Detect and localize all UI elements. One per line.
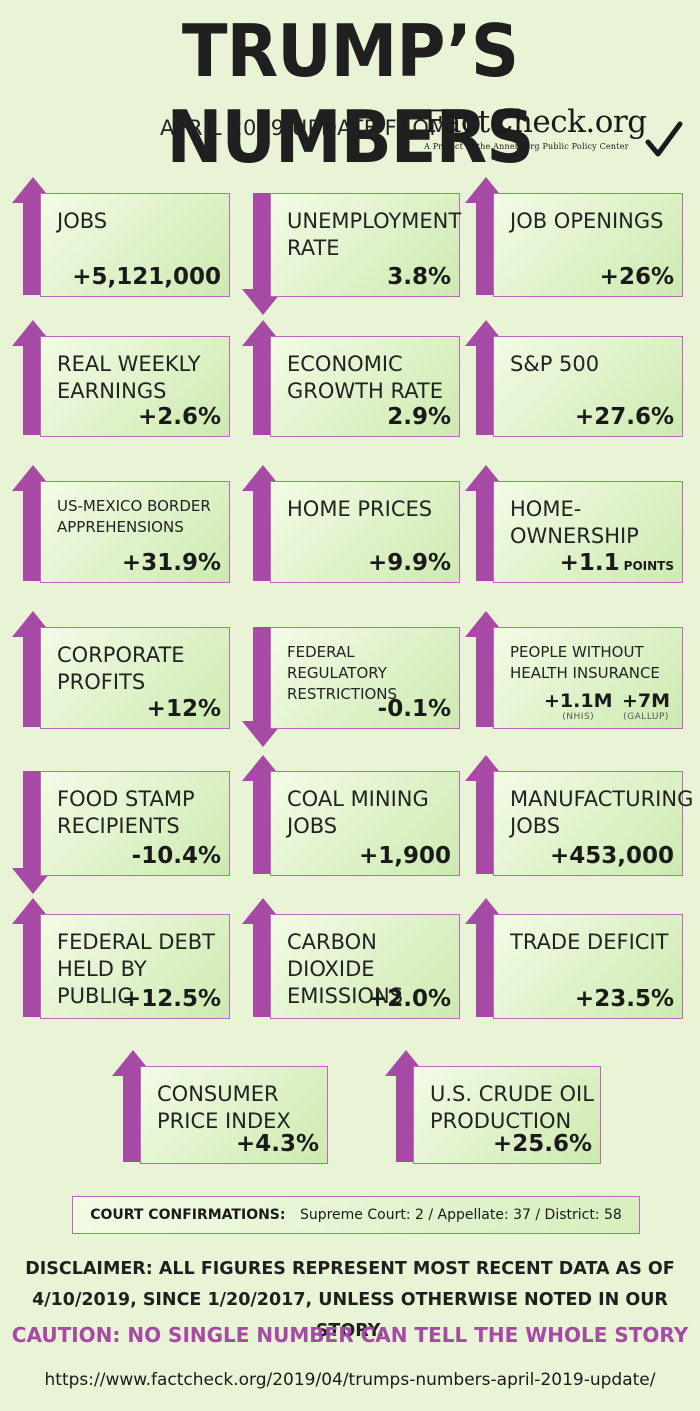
metric-unit: POINTS	[623, 559, 674, 573]
metric-value-item: +1.1M (NHIS)	[544, 690, 613, 722]
metric-card: JOB OPENINGS +26%	[493, 193, 683, 297]
update-subtitle: APRIL 2019 UPDATE FROM	[160, 116, 448, 140]
metric-value: +12.5%	[121, 986, 221, 1012]
arrow-up-icon	[242, 755, 284, 874]
metric-card: S&P 500 +27.6%	[493, 336, 683, 437]
metric-card: CONSUMER PRICE INDEX +4.3%	[140, 1066, 328, 1164]
arrow-up-icon	[465, 755, 507, 874]
metric-value: -10.4%	[131, 843, 221, 869]
metric-label: CONSUMER PRICE INDEX	[157, 1082, 291, 1133]
page-title: TRUMP’S NUMBERS	[166, 9, 534, 179]
metric-value: +1.1M	[544, 690, 613, 712]
metric-source: (GALLUP)	[623, 712, 669, 722]
metric-label: JOBS	[57, 209, 108, 233]
metric-value: +4.3%	[235, 1131, 319, 1157]
metric-value: +26%	[599, 264, 674, 290]
metric-value: +31.9%	[121, 550, 221, 576]
metric-value: 3.8%	[387, 264, 451, 290]
court-confirmations: COURT CONFIRMATIONS: Supreme Court: 2 / …	[72, 1196, 640, 1234]
metric-value: -0.1%	[377, 696, 451, 722]
metric-label: MANUFACTURING JOBS	[510, 787, 694, 838]
metric-label: HOME-OWNERSHIP	[510, 497, 639, 548]
arrow-up-icon	[242, 898, 284, 1017]
metric-label: S&P 500	[510, 352, 600, 376]
metric-card: FEDERAL DEBT HELD BY PUBLIC +12.5%	[40, 914, 230, 1019]
metric-value: +12%	[146, 696, 221, 722]
metric-card: HOME-OWNERSHIP +1.1 POINTS	[493, 481, 683, 583]
metric-label: ECONOMIC GROWTH RATE	[287, 352, 444, 403]
metric-card: COAL MINING JOBS +1,900	[270, 771, 460, 876]
metric-card: CORPORATE PROFITS +12%	[40, 627, 230, 729]
metric-label: U.S. CRUDE OIL PRODUCTION	[430, 1082, 594, 1133]
arrow-up-icon	[12, 611, 54, 727]
metric-value: +1.1 POINTS	[559, 550, 674, 576]
metric-card: PEOPLE WITHOUT HEALTH INSURANCE +1.1M (NHI…	[493, 627, 683, 729]
arrow-up-icon	[465, 611, 507, 727]
arrow-up-icon	[465, 898, 507, 1017]
metric-label: HOME PRICES	[287, 497, 433, 521]
metric-card: U.S. CRUDE OIL PRODUCTION +25.6%	[413, 1066, 601, 1164]
metric-value-item: +7M (GALLUP)	[622, 690, 670, 722]
arrow-up-icon	[12, 465, 54, 581]
arrow-down-icon	[242, 193, 284, 315]
metric-card: ECONOMIC GROWTH RATE 2.9%	[270, 336, 460, 437]
metric-card: REAL WEEKLY EARNINGS +2.6%	[40, 336, 230, 437]
metric-label: CARBON DIOXIDE EMISSIONS	[287, 930, 404, 1008]
metric-label: FOOD STAMP RECIPIENTS	[57, 787, 195, 838]
metric-card: FOOD STAMP RECIPIENTS -10.4%	[40, 771, 230, 876]
metric-label: PEOPLE WITHOUT HEALTH INSURANCE	[510, 643, 660, 682]
metric-value: +9.9%	[367, 550, 451, 576]
arrow-up-icon	[465, 465, 507, 581]
caution-note: CAUTION: NO SINGLE NUMBER CAN TELL THE W…	[11, 1323, 689, 1347]
metric-card: US-MEXICO BORDER APPREHENSIONS +31.9%	[40, 481, 230, 583]
metric-label: FEDERAL REGULATORY RESTRICTIONS	[287, 643, 398, 703]
metric-value: +7M	[622, 690, 671, 712]
arrow-up-icon	[465, 320, 507, 435]
logo-tagline: A Project of the Annenberg Public Policy…	[424, 142, 629, 151]
metric-value: +27.6%	[574, 404, 674, 430]
metric-source: (NHIS)	[562, 712, 595, 722]
metric-label: REAL WEEKLY EARNINGS	[57, 352, 201, 403]
arrow-down-icon	[12, 771, 54, 894]
metric-label: JOB OPENINGS	[510, 209, 664, 233]
metric-value: +5,121,000	[72, 264, 221, 290]
metric-label: CORPORATE PROFITS	[57, 643, 185, 694]
metric-value: +1,900	[358, 843, 451, 869]
metric-value: +23.5%	[574, 986, 674, 1012]
metric-card: CARBON DIOXIDE EMISSIONS +2.0%	[270, 914, 460, 1019]
arrow-up-icon	[12, 320, 54, 435]
metric-card: HOME PRICES +9.9%	[270, 481, 460, 583]
arrow-up-icon	[112, 1050, 154, 1162]
metric-label: TRADE DEFICIT	[510, 930, 669, 954]
arrow-up-icon	[465, 177, 507, 295]
court-heading: COURT CONFIRMATIONS:	[90, 1207, 286, 1223]
metric-card: JOBS +5,121,000	[40, 193, 230, 297]
metric-card: FEDERAL REGULATORY RESTRICTIONS -0.1%	[270, 627, 460, 729]
metric-card: UNEMPLOYMENT RATE 3.8%	[270, 193, 462, 297]
source-url[interactable]: https://www.factcheck.org/2019/04/trumps…	[44, 1370, 656, 1390]
metric-value: +453,000	[549, 843, 674, 869]
metric-value: +2.0%	[367, 986, 451, 1012]
metric-card: TRADE DEFICIT +23.5%	[493, 914, 683, 1019]
factcheck-logo[interactable]: FactCheck.org A Project of the Annenberg…	[424, 104, 684, 160]
arrow-up-icon	[12, 898, 54, 1017]
metric-label: FEDERAL DEBT HELD BY PUBLIC	[57, 930, 215, 1008]
arrow-up-icon	[242, 320, 284, 435]
disclaimer: DISCLAIMER: ALL FIGURES REPRESENT MOST R…	[25, 1259, 675, 1341]
metric-label: COAL MINING JOBS	[287, 787, 429, 838]
metric-label: UNEMPLOYMENT RATE	[287, 209, 462, 260]
arrow-up-icon	[12, 177, 54, 295]
metric-label: US-MEXICO BORDER APPREHENSIONS	[57, 497, 211, 536]
arrow-up-icon	[242, 465, 284, 581]
logo-text: FactCheck.org	[424, 104, 647, 140]
checkmark-icon	[645, 121, 683, 157]
metric-value: +25.6%	[492, 1131, 592, 1157]
arrow-down-icon	[242, 627, 284, 747]
metric-card: MANUFACTURING JOBS +453,000	[493, 771, 694, 876]
arrow-up-icon	[385, 1050, 427, 1162]
metric-value: +2.6%	[137, 404, 221, 430]
court-text: Supreme Court: 2 / Appellate: 37 / Distr…	[299, 1207, 622, 1223]
metric-value: 2.9%	[387, 404, 451, 430]
